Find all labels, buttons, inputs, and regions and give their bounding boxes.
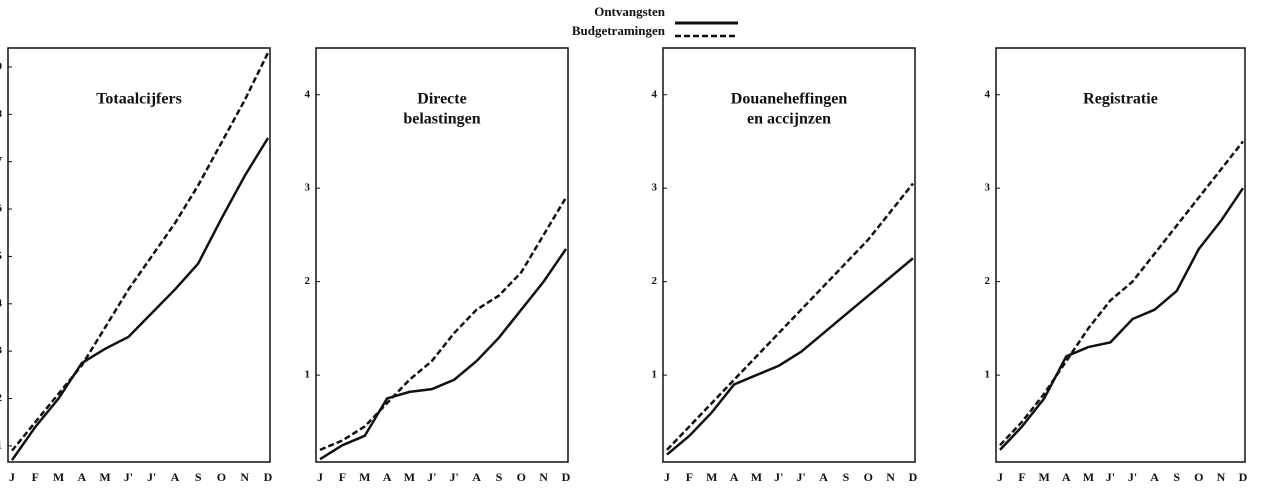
y-tick-label: 4 [985,88,991,100]
x-tick-label: A [819,470,828,484]
x-tick-label: M [404,470,415,484]
x-tick-label: J' [774,470,783,484]
x-tick-label: O [517,470,526,484]
chart-title: belastingen [403,111,480,128]
y-tick-label: 2 [305,275,311,287]
data-line [999,140,1244,447]
data-line [319,196,568,452]
y-tick-label: 3 [305,182,311,194]
x-tick-label: J' [427,470,436,484]
x-tick-label: N [886,470,895,484]
x-tick-label: M [751,470,762,484]
chart-title: Registratie [1083,91,1158,108]
x-tick-label: A [1150,470,1159,484]
x-tick-label: N [1217,470,1226,484]
x-tick-label: M [1083,470,1094,484]
x-tick-label: M [53,470,64,484]
x-tick-label: N [240,470,249,484]
x-tick-label: M [359,470,370,484]
x-tick-label: J' [124,470,133,484]
x-tick-label: A [383,470,392,484]
x-tick-label: S [1173,470,1180,484]
x-tick-label: D [1239,470,1248,484]
legend-label: Budgetramingen [572,23,666,38]
y-tick-label: 9 [0,60,3,72]
y-tick-label: 8 [0,108,3,120]
plot-frame [995,47,1246,463]
y-tick-label: 2 [985,275,991,287]
x-tick-label: J' [1106,470,1115,484]
x-tick-label: O [1194,470,1203,484]
x-tick-label: J [997,470,1003,484]
x-tick-label: S [843,470,850,484]
x-tick-label: A [472,470,481,484]
data-line [10,137,270,461]
data-line [666,182,914,451]
x-tick-label: M [1039,470,1050,484]
y-tick-label: 1 [305,369,311,381]
x-tick-label: J [317,470,323,484]
data-line [666,257,914,456]
x-tick-label: A [1062,470,1071,484]
x-tick-label: F [32,470,39,484]
x-tick-label: J' [450,470,459,484]
y-tick-label: 2 [0,392,3,404]
x-tick-label: J' [147,470,156,484]
y-tick-label: 7 [0,155,3,167]
chart-title: Totaalcijfers [96,91,182,108]
y-tick-label: 6 [0,203,3,215]
x-tick-label: J' [797,470,806,484]
y-tick-label: 4 [652,88,658,100]
y-tick-label: 3 [652,182,658,194]
x-tick-label: D [562,470,571,484]
x-tick-label: M [706,470,717,484]
y-tick-label: 5 [0,250,3,262]
x-tick-label: S [195,470,202,484]
x-tick-label: A [730,470,739,484]
y-tick-label: 4 [305,88,311,100]
y-tick-label: 3 [985,182,991,194]
y-tick-label: 1 [985,369,991,381]
data-line [319,248,568,461]
plot-frame [7,47,271,463]
data-line [999,187,1245,451]
x-tick-label: F [1018,470,1025,484]
y-tick-label: 1 [652,369,658,381]
x-tick-label: J [664,470,670,484]
x-tick-label: O [864,470,873,484]
x-tick-label: M [99,470,110,484]
legend-label: Ontvangsten [594,4,666,19]
x-tick-label: N [539,470,548,484]
y-tick-label: 4 [0,297,3,309]
x-tick-label: S [496,470,503,484]
x-tick-label: F [686,470,693,484]
chart-title: Directe [417,91,466,108]
chart-title: en accijnzen [747,111,831,128]
x-tick-label: A [171,470,180,484]
x-tick-label: A [77,470,86,484]
y-tick-label: 1 [0,439,2,451]
x-tick-label: O [217,470,226,484]
plot-frame [662,47,916,463]
x-tick-label: D [264,470,273,484]
x-tick-label: D [909,470,918,484]
plot-frame [315,47,569,463]
x-tick-label: F [339,470,346,484]
y-tick-label: 3 [0,345,3,357]
data-line [11,52,270,452]
x-tick-label: J [9,470,15,484]
y-tick-label: 2 [652,275,658,287]
x-tick-label: J' [1128,470,1137,484]
chart-title: Douaneheffingen [731,91,848,108]
